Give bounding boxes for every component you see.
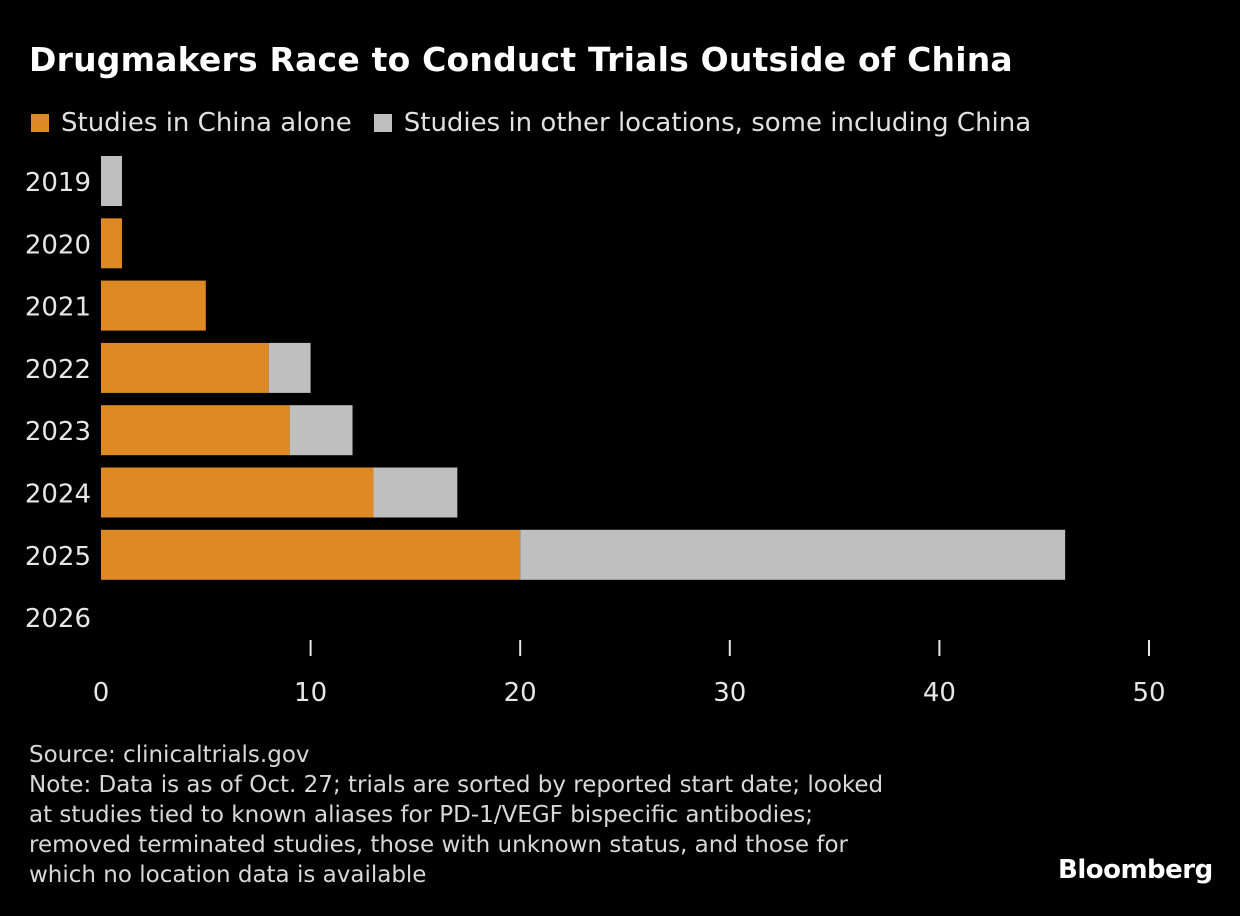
bar-2024-series-0	[101, 467, 374, 518]
legend: Studies in China alone Studies in other …	[31, 108, 1053, 138]
x-tick-label: 30	[713, 678, 746, 708]
footnotes: Source: clinicaltrials.gov Note: Data is…	[29, 740, 883, 890]
x-tick-label: 0	[93, 678, 110, 708]
x-tick-label: 50	[1132, 678, 1165, 708]
category-label: 2020	[25, 230, 91, 260]
category-label: 2019	[25, 168, 91, 198]
category-label: 2026	[25, 604, 91, 634]
bar-2025-series-1	[520, 529, 1066, 580]
bloomberg-logo: Bloomberg	[1058, 855, 1213, 885]
legend-label: Studies in other locations, some includi…	[403, 108, 1032, 138]
bar-2024-series-1	[373, 467, 458, 518]
note-line: removed terminated studies, those with u…	[29, 832, 848, 858]
legend-item-china-alone: Studies in China alone	[31, 108, 352, 138]
bar-2023-series-1	[289, 405, 353, 456]
legend-label: Studies in China alone	[61, 108, 352, 138]
legend-swatch-gray	[373, 114, 392, 132]
legend-item-other-locations: Studies in other locations, some includi…	[373, 108, 1032, 138]
chart-title: Drugmakers Race to Conduct Trials Outsid…	[29, 40, 1013, 79]
bar-2023-series-0	[101, 405, 290, 456]
note-line: Note: Data is as of Oct. 27; trials are …	[29, 772, 884, 798]
x-tick-label: 40	[923, 678, 956, 708]
category-label: 2021	[25, 293, 91, 323]
x-tick-label: 10	[294, 678, 327, 708]
bar-2021-series-0	[101, 280, 206, 331]
category-label: 2025	[25, 542, 91, 572]
bar-2019-series-1	[101, 156, 122, 206]
category-label: 2024	[25, 480, 91, 510]
x-tick-label: 20	[504, 678, 537, 708]
source-text: Source: clinicaltrials.gov	[29, 742, 310, 768]
category-label: 2022	[25, 355, 91, 385]
bar-2022-series-1	[268, 342, 311, 393]
bar-2025-series-0	[101, 529, 521, 580]
legend-swatch-orange	[31, 114, 49, 132]
bar-2020-series-0	[101, 218, 122, 269]
bar-2022-series-0	[101, 342, 269, 393]
category-label: 2023	[25, 417, 91, 447]
note-line: which no location data is available	[29, 862, 427, 888]
note-line: at studies tied to known aliases for PD-…	[29, 802, 814, 828]
